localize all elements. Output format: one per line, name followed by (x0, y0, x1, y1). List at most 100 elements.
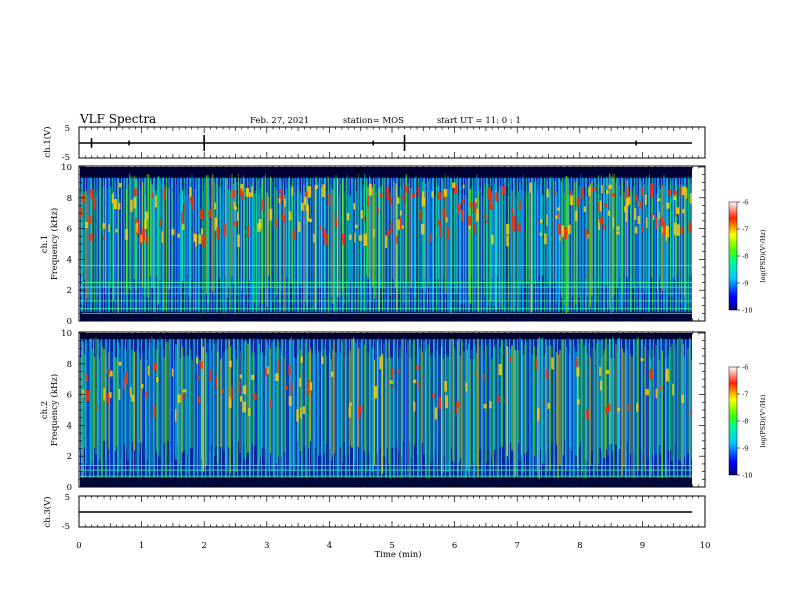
spectrogram-hot-spot (498, 364, 502, 376)
spectrogram-hot-spot (412, 379, 417, 384)
spectrogram-hot-spot (418, 382, 420, 389)
spectrogram-hot-spot (536, 408, 540, 421)
spectrogram-hot-spot (689, 193, 692, 204)
spectrogram-hot-spot (404, 196, 407, 204)
spectrogram-hot-spot (656, 198, 661, 202)
spectrogram-low-power-band (80, 167, 692, 178)
spectrogram-hot-spot (576, 367, 580, 377)
ch1-colorbar: -6 -7 -8 -9 -10 log(PSD)(V²/Hz) (728, 199, 767, 315)
spectrogram-hot-spot (551, 357, 554, 370)
ch1-waveform-spikes (90, 135, 637, 151)
spectrogram-hot-spot (300, 356, 303, 363)
spectrogram-hot-spot (145, 211, 149, 220)
spectrogram-hot-spot (473, 224, 476, 234)
spectrogram-low-power-band (80, 333, 692, 340)
spectrogram-hot-spot (216, 226, 220, 239)
spectrogram-hot-spot (122, 377, 125, 390)
spectrogram-hot-spot (404, 183, 407, 190)
spectrogram-hot-spot (88, 216, 92, 224)
spectrogram-hot-spot (136, 222, 138, 233)
spectrogram-hot-spot (288, 365, 291, 376)
spectrogram-hot-spot (512, 215, 516, 228)
spectrogram-hot-spot (665, 225, 669, 238)
spectrogram-hot-spot (269, 208, 273, 221)
spectrogram-hot-spot (221, 388, 224, 393)
ch2-spectrogram-ylabel-frequency: Frequency (kHz) (49, 374, 60, 446)
y-tick-label: 6 (67, 225, 72, 235)
spectrogram-hot-spot (557, 213, 560, 219)
spectrogram-hot-spot (163, 188, 166, 201)
spectrogram-hot-spot (341, 233, 345, 245)
spectrogram-hot-spot (214, 202, 217, 210)
colorbar-tick-label: -10 (742, 307, 752, 315)
spectrogram-hot-spot (489, 401, 492, 409)
spectrogram-hot-spot (542, 400, 545, 404)
spectrogram-hot-spot (261, 199, 264, 211)
spectrogram-hot-spot (554, 190, 557, 196)
spectrogram-hot-spot (529, 182, 533, 193)
spectrogram-hot-spot (199, 209, 204, 220)
spectrogram-hot-spot (251, 374, 255, 380)
spectrogram-hot-spot (442, 208, 446, 219)
spectrogram-hot-spot (197, 376, 200, 380)
spectrogram-hot-spot (102, 223, 106, 229)
x-tick-label: 10 (700, 541, 711, 551)
spectrogram-hot-spot (625, 210, 628, 223)
spectrogram-hot-spot (468, 215, 472, 226)
spectrogram-hot-spot (556, 207, 560, 211)
ch1-spectrogram-ylabel-frequency: Frequency (kHz) (49, 208, 60, 280)
colorbar-tick-label: -8 (742, 253, 748, 261)
spectrogram-hot-spot (386, 230, 390, 237)
x-tick-label: 1 (139, 541, 144, 551)
spectrogram-hot-spot (302, 406, 306, 415)
spectrogram-hot-spot (108, 224, 111, 232)
spectrogram-hot-spot (354, 224, 358, 228)
spectrogram-hot-spot (510, 208, 514, 214)
spectrogram-hot-spot (306, 389, 310, 395)
spectrogram-hot-spot (599, 200, 602, 212)
spectrogram-hot-spot (85, 373, 89, 382)
spectrogram-hot-spot (251, 186, 253, 194)
spectrogram-hot-spot (421, 191, 425, 203)
ch2-colorbar-ticks: -6 -7 -8 -9 -10 (737, 364, 752, 480)
spectrogram-hot-spot (279, 189, 283, 195)
spectrogram-hot-spot (637, 216, 641, 224)
spectrogram-hot-spot (334, 219, 338, 228)
spectrogram-hot-spot (106, 392, 110, 404)
spectrogram-hot-spot (444, 381, 447, 392)
spectrogram-hot-spot (398, 369, 401, 373)
spectrogram-hot-spot (396, 236, 398, 245)
spectrogram-hot-spot (200, 228, 204, 235)
spectrogram-hot-spot (278, 198, 281, 204)
spectrogram-hot-spot (358, 235, 363, 241)
spectrogram-hot-spot (307, 381, 310, 391)
spectrogram-hot-spot (125, 371, 128, 384)
spectrogram-hot-spot (153, 362, 157, 371)
ch2-spectrogram-ylabel-channel: ch.2 (40, 401, 50, 419)
spectrogram-hot-spot (483, 403, 487, 409)
y-tick-label: 4 (67, 421, 72, 431)
spectrogram-hot-spot (455, 401, 459, 408)
spectrogram-hot-spot (607, 210, 611, 216)
spectrogram-hot-spot (141, 228, 145, 241)
spectrogram-hot-spot (161, 231, 164, 244)
spectrogram-hot-spot (171, 228, 175, 236)
spectrogram-hot-spot (296, 408, 299, 422)
spectrogram-hot-spot (646, 217, 648, 229)
figure-title: VLF Spectra (79, 112, 156, 126)
spectrogram-hot-spot (239, 188, 243, 196)
spectrogram-hot-spot (82, 389, 85, 397)
spectrogram-hot-spot (284, 215, 286, 224)
spectrogram-hot-spot (159, 219, 162, 227)
spectrogram-hot-spot (659, 386, 662, 391)
spectrogram-hot-spot (617, 407, 621, 412)
spectrogram-hot-spot (241, 191, 244, 200)
spectrogram-hot-spot (437, 220, 441, 226)
spectrogram-hot-spot (688, 222, 692, 233)
spectrogram-hot-spot (115, 228, 118, 233)
ch2-spectrogram-yticks: 0 2 4 6 8 10 (61, 329, 705, 493)
spectrogram-hot-spot (367, 196, 370, 207)
spectrogram-hot-spot (82, 194, 85, 203)
spectrogram-hot-spot (420, 223, 425, 235)
